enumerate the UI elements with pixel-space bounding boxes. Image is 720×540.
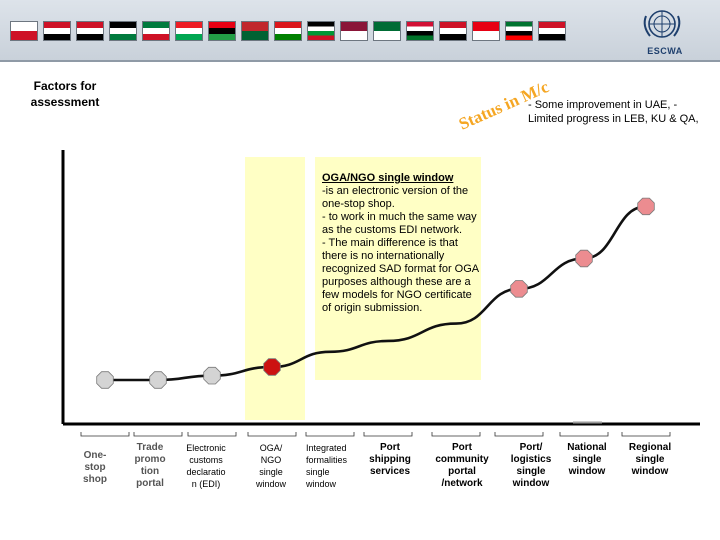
category-label-line: window (306, 479, 337, 489)
category-label-line: window (631, 466, 669, 477)
un-emblem-icon (643, 10, 681, 38)
category-label: Trade promo tion portal (127, 442, 173, 490)
ngo-callout-title: OGA/NGO single window (322, 172, 454, 184)
category-label-line: /network (441, 478, 483, 489)
flag-uae-icon (505, 21, 533, 41)
category-label-line: shipping (369, 454, 411, 465)
category-label-line: declaratio (186, 467, 226, 477)
category-bracket (305, 432, 355, 437)
category-bracket (247, 432, 297, 437)
category-label-line: single (572, 454, 602, 465)
category-label-line: Port/ (519, 442, 543, 453)
category-bracket (80, 432, 130, 437)
category-label-line: NGO (260, 455, 282, 465)
category-label-line: single (306, 467, 330, 477)
flag-palestine-icon (307, 21, 335, 41)
category-label: National single window (564, 442, 610, 478)
improvement-note: - Some improvement in UAE, - Limited pro… (528, 99, 699, 125)
category-label-line: formalities (306, 455, 348, 465)
flag-egypt-icon (43, 21, 71, 41)
flag-iraq-icon (76, 21, 104, 41)
category-label-line: Integrated (306, 443, 347, 453)
flag-morocco-icon (241, 21, 269, 41)
category-label-line: Port (452, 442, 472, 453)
ngo-callout-box (315, 157, 481, 380)
category-label-line: promo (134, 454, 166, 465)
progress-marker (263, 358, 281, 376)
highlight-column (245, 157, 305, 420)
category-label-line: tion (140, 466, 160, 477)
progress-marker (96, 371, 114, 389)
factors-label: Factors for assessment (10, 78, 120, 110)
flag-saudi-arabia-icon (373, 21, 401, 41)
category-label-line: services (369, 466, 411, 477)
factors-label-line: Factors for (33, 79, 97, 93)
flag-sudan-icon (406, 21, 434, 41)
category-label-line: window (255, 479, 286, 489)
factors-label-line: assessment (30, 95, 100, 109)
category-bracket (133, 432, 183, 437)
progress-marker (203, 366, 221, 385)
category-bracket (187, 432, 237, 437)
org-name: ESCWA (647, 46, 683, 56)
flag-jordan-icon (109, 21, 137, 41)
status-label: Status in M/c (456, 77, 552, 134)
category-label-line: single (635, 454, 665, 465)
category-label-line: window (512, 478, 550, 489)
category-label: OGA/NGO single window (249, 442, 293, 490)
category-label-line: logistics (510, 454, 552, 465)
category-label: One-stop shop (74, 450, 116, 486)
ngo-callout-line: -is an electronic version of the one-sto… (322, 185, 469, 210)
progress-marker (575, 249, 593, 268)
flag-syria-icon (439, 21, 467, 41)
category-label-line: National (567, 442, 607, 453)
category-label-line: shop (83, 474, 107, 485)
flag-bahrain-icon (10, 21, 38, 41)
category-label-line: single (259, 467, 283, 477)
category-label-line: Regional (628, 442, 672, 453)
category-bracket (559, 432, 609, 437)
category-label-line: One- (83, 450, 107, 461)
category-label: Integrated formalities single window (306, 442, 360, 490)
category-label-line: single (516, 466, 546, 477)
category-label: Port/logistics single window (505, 442, 557, 490)
ngo-callout-line: - to work in much the same way as the cu… (322, 211, 477, 236)
flag-oman-icon (274, 21, 302, 41)
flag-lebanon-icon (175, 21, 203, 41)
ngo-callout-line: - The main difference is that there is n… (322, 237, 479, 314)
ngo-callout-body: -is an electronic version of the one-sto… (322, 185, 480, 315)
category-label-line: window (568, 466, 606, 477)
category-label: Port shipping services (366, 442, 414, 478)
category-label-line: n (EDI) (191, 479, 221, 489)
header-banner: ESCWA (0, 0, 720, 62)
category-label-line: Port (380, 442, 400, 453)
category-label-line: portal (448, 466, 476, 477)
category-label-line: stop (84, 462, 106, 473)
category-label-line: customs (189, 455, 223, 465)
progress-marker (637, 197, 655, 216)
flag-kuwait-icon (142, 21, 170, 41)
category-bracket (431, 432, 481, 437)
category-bracket (621, 432, 671, 437)
flag-libya-icon (208, 21, 236, 41)
progress-marker (149, 371, 167, 389)
progress-marker (510, 280, 528, 298)
category-label-line: OGA/ (259, 443, 283, 453)
flag-tunisia-icon (472, 21, 500, 41)
category-label-line: Trade (136, 442, 164, 453)
category-label-line: portal (136, 478, 164, 489)
category-label-line: Electronic (186, 443, 226, 453)
category-bracket (363, 432, 413, 437)
category-label-line: community (435, 454, 489, 465)
category-label: Port community portal/network (431, 442, 493, 490)
category-label: Electronic customs declaratio n (EDI) (178, 442, 234, 490)
category-bracket (494, 432, 544, 437)
progress-curve (104, 205, 647, 382)
flag-qatar-icon (340, 21, 368, 41)
category-label: Regional single window (624, 442, 676, 478)
flag-yemen-icon (538, 21, 566, 41)
